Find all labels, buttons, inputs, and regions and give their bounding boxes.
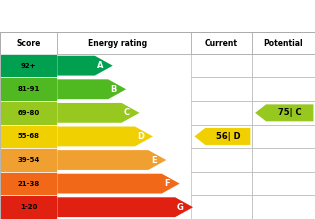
Bar <box>191 172 252 195</box>
Bar <box>252 148 315 172</box>
Bar <box>252 78 315 101</box>
Text: F: F <box>164 179 170 188</box>
Bar <box>252 125 315 148</box>
Text: 39-54: 39-54 <box>17 157 40 163</box>
Bar <box>191 125 252 148</box>
Polygon shape <box>57 150 166 170</box>
Text: A: A <box>97 61 103 70</box>
Text: D: D <box>137 132 144 141</box>
Text: Energy rating: Energy rating <box>88 39 147 48</box>
Polygon shape <box>57 103 140 123</box>
Polygon shape <box>57 197 193 217</box>
Polygon shape <box>57 174 180 194</box>
Bar <box>0 78 57 101</box>
Bar <box>0 172 57 195</box>
Text: Current: Current <box>205 39 238 48</box>
Bar <box>252 195 315 219</box>
Bar <box>252 172 315 195</box>
Text: Potential: Potential <box>264 39 303 48</box>
Text: 69-80: 69-80 <box>18 110 40 116</box>
Bar <box>0 101 57 125</box>
Text: 75| C: 75| C <box>278 108 301 117</box>
Bar <box>191 78 252 101</box>
Polygon shape <box>57 56 113 76</box>
Text: 21-38: 21-38 <box>18 181 40 187</box>
Bar <box>191 54 252 78</box>
Polygon shape <box>57 79 126 99</box>
Text: 92+: 92+ <box>21 63 37 69</box>
Text: Energy Efficiency Rating: Energy Efficiency Rating <box>7 11 190 24</box>
Bar <box>0 54 57 78</box>
Text: 81-91: 81-91 <box>17 86 40 92</box>
Bar <box>191 148 252 172</box>
Bar <box>252 101 315 125</box>
Bar <box>252 54 315 78</box>
Bar <box>0 148 57 172</box>
Bar <box>0 125 57 148</box>
Text: G: G <box>177 203 184 212</box>
Polygon shape <box>57 127 153 146</box>
Text: E: E <box>151 155 157 164</box>
Bar <box>191 195 252 219</box>
Text: Score: Score <box>16 39 41 48</box>
Text: 1-20: 1-20 <box>20 204 37 210</box>
Text: 55-68: 55-68 <box>18 133 40 140</box>
Bar <box>0 195 57 219</box>
Text: C: C <box>124 108 130 117</box>
Polygon shape <box>194 128 250 145</box>
Bar <box>0 32 315 54</box>
Bar <box>191 101 252 125</box>
Text: 56| D: 56| D <box>215 132 240 141</box>
Text: B: B <box>110 85 117 94</box>
Polygon shape <box>255 104 313 121</box>
